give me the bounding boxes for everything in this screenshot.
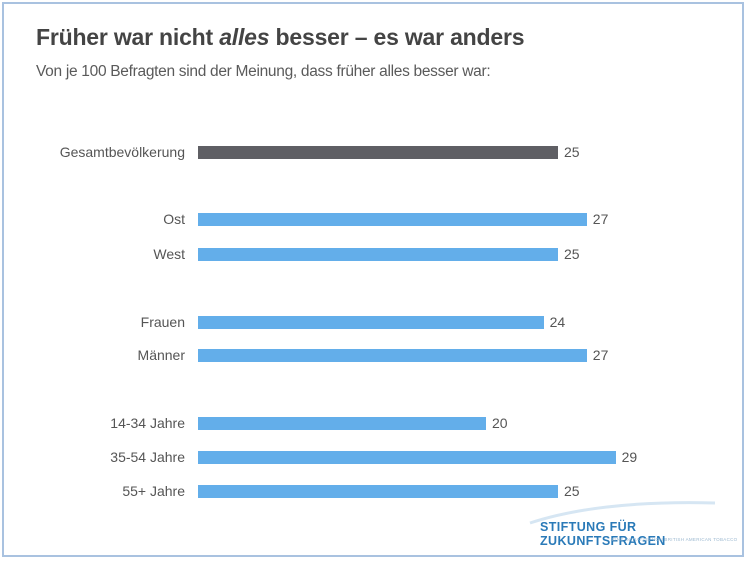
data-label: 29 [621,449,638,465]
category-label: 14-34 Jahre [110,415,185,431]
chart-subtitle: Von je 100 Befragten sind der Meinung, d… [36,63,491,80]
category-label: Frauen [140,314,185,330]
category-label: 35-54 Jahre [110,449,185,465]
logo-subtext: EINE INITIATIVE VON BRITISH AMERICAN TOB… [612,537,738,542]
chart-title: Früher war nicht alles besser – es war a… [36,24,525,50]
data-label: 20 [492,415,508,431]
category-label: Männer [137,347,185,363]
data-label: 25 [564,144,580,160]
bar [198,485,558,498]
category-label: 55+ Jahre [122,483,185,499]
data-label: 25 [564,246,580,262]
logo-text: STIFTUNG FÜR ZUKUNFTSFRAGEN [540,520,666,548]
bar [198,417,486,430]
data-label: 24 [549,314,566,330]
data-label: 27 [592,347,609,363]
bar [198,213,587,226]
chart-frame [2,2,744,557]
bar [198,316,544,329]
category-label: West [153,246,185,262]
bar [198,349,587,362]
logo-swoosh-icon [529,501,716,525]
bar [198,146,558,159]
data-label: 25 [564,483,580,499]
category-label: Gesamtbevölkerung [59,144,185,160]
bar [198,248,558,261]
category-label: Ost [163,211,185,227]
data-label: 27 [592,211,609,227]
bar [198,451,616,464]
